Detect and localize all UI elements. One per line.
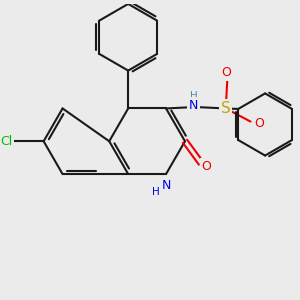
Text: O: O — [221, 66, 231, 79]
Text: O: O — [201, 160, 211, 173]
Text: Cl: Cl — [1, 135, 13, 148]
Text: N: N — [161, 178, 171, 192]
Text: N: N — [189, 99, 198, 112]
Text: S: S — [221, 101, 231, 116]
Text: O: O — [254, 116, 264, 130]
Text: H: H — [190, 91, 198, 101]
Text: H: H — [152, 187, 160, 197]
